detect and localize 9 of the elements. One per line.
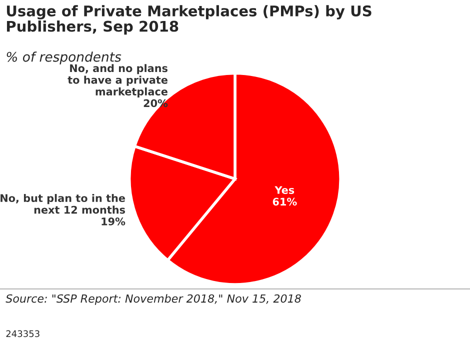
- data-label: 61%: [272, 198, 297, 206]
- source-note: Source: "SSP Report: November 2018," Nov 15, 2018: [6, 294, 301, 305]
- slice-label: No, and no plans to have a private marketplace: [68, 64, 168, 98]
- text: 243353: [6, 330, 40, 338]
- slice-label: Yes: [274, 186, 294, 194]
- slice-label: No, but plan to in the next 12 months: [0, 194, 126, 214]
- chart-title: Usage of Private Marketplaces (PMPs) by US Publishers, Sep 2018: [6, 5, 372, 35]
- data-label: 19%: [102, 218, 126, 226]
- chart-subtitle: % of respondents: [6, 52, 122, 64]
